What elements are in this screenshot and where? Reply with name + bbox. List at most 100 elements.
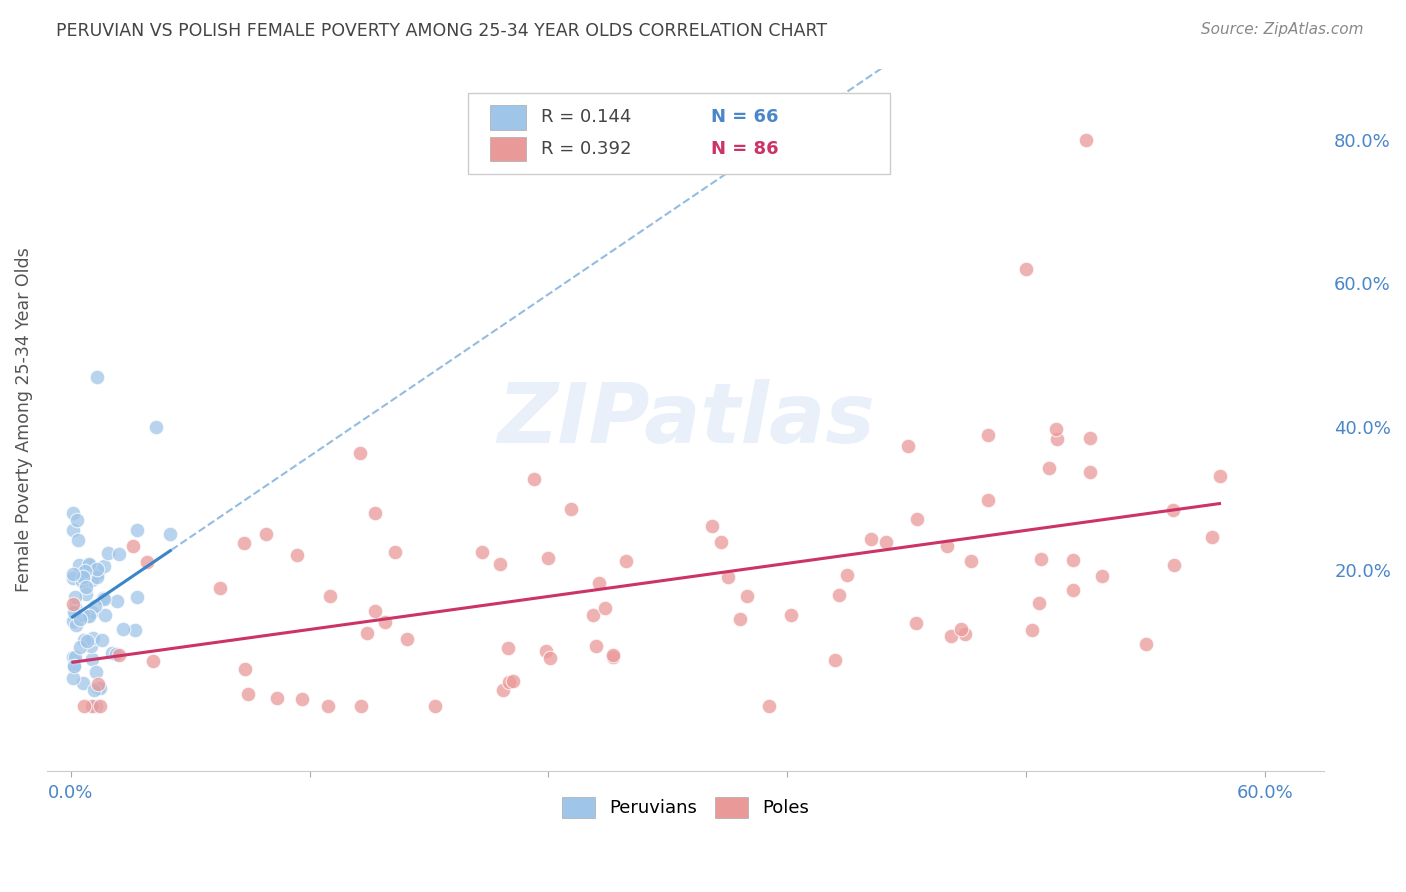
Point [77, 558, 100, 572]
Legend: Peruvians, Poles: Peruvians, Poles [555, 789, 817, 825]
Point [86, 562, 108, 576]
Point [233, 662, 256, 676]
Point [950, 622, 973, 636]
Point [502, 674, 524, 689]
Point [824, 653, 846, 667]
Point [93, 592, 115, 607]
Point [904, 615, 927, 630]
Point [236, 687, 259, 701]
Point [1078, 465, 1101, 479]
Point [142, 654, 165, 668]
Point [93, 607, 115, 622]
Point [1080, 431, 1102, 445]
Point [349, 446, 371, 460]
Point [72, 608, 94, 623]
Point [105, 594, 128, 608]
Text: 60.0%: 60.0% [1236, 783, 1294, 802]
Point [77, 558, 100, 572]
Point [72, 675, 94, 690]
Point [72, 574, 94, 588]
Point [523, 472, 546, 486]
Bar [491, 137, 526, 161]
Point [62, 614, 84, 628]
Text: N = 86: N = 86 [711, 140, 779, 158]
Text: PERUVIAN VS POLISH FEMALE POVERTY AMONG 25-34 YEAR OLDS CORRELATION CHART: PERUVIAN VS POLISH FEMALE POVERTY AMONG … [56, 22, 827, 40]
Point [395, 632, 418, 646]
Point [63, 659, 86, 673]
Point [89, 699, 111, 714]
Point [537, 550, 560, 565]
Point [112, 623, 135, 637]
Point [87, 681, 110, 695]
Point [63, 605, 86, 619]
Point [72, 570, 94, 584]
Point [1135, 638, 1157, 652]
Point [62, 523, 84, 537]
Text: R = 0.392: R = 0.392 [541, 140, 631, 158]
Point [1028, 596, 1050, 610]
Point [108, 548, 131, 562]
Point [960, 554, 983, 568]
Point [859, 533, 882, 547]
Point [80, 639, 103, 653]
Point [585, 640, 607, 654]
Point [80, 699, 103, 714]
Point [62, 567, 84, 582]
Point [471, 545, 494, 559]
Point [602, 648, 624, 663]
Point [560, 501, 582, 516]
Point [76, 634, 98, 648]
Point [124, 623, 146, 637]
Point [62, 671, 84, 685]
Point [127, 591, 149, 605]
Point [84, 599, 107, 614]
Point [1201, 530, 1223, 544]
Point [423, 699, 446, 714]
Point [875, 534, 897, 549]
Point [63, 658, 86, 673]
Point [84, 665, 107, 680]
Point [374, 615, 396, 629]
Point [735, 589, 758, 603]
Point [86, 570, 108, 584]
Text: Source: ZipAtlas.com: Source: ZipAtlas.com [1201, 22, 1364, 37]
Point [65, 600, 87, 615]
Point [835, 568, 858, 582]
Point [62, 597, 84, 611]
Point [897, 440, 920, 454]
Point [89, 681, 111, 695]
Point [1031, 551, 1053, 566]
Point [939, 630, 962, 644]
Point [1163, 558, 1185, 573]
Bar [491, 105, 526, 129]
Point [122, 539, 145, 553]
Point [318, 699, 340, 714]
Point [291, 691, 314, 706]
Point [69, 612, 91, 626]
Point [86, 369, 108, 384]
Point [614, 554, 637, 568]
Point [828, 588, 851, 602]
Point [73, 699, 96, 714]
Point [1021, 623, 1043, 637]
Point [538, 651, 561, 665]
Point [364, 506, 387, 520]
Point [356, 625, 378, 640]
Point [65, 618, 87, 632]
Point [63, 649, 86, 664]
Point [67, 558, 90, 572]
Point [80, 605, 103, 619]
Text: R = 0.144: R = 0.144 [541, 108, 631, 127]
Point [716, 570, 738, 584]
Point [80, 652, 103, 666]
Point [977, 493, 1000, 508]
Point [758, 699, 780, 714]
Point [1091, 569, 1114, 583]
Point [66, 512, 89, 526]
Text: N = 66: N = 66 [711, 108, 779, 127]
Point [254, 527, 277, 541]
Point [136, 555, 159, 569]
Point [66, 609, 89, 624]
Point [83, 683, 105, 698]
Point [82, 631, 104, 645]
